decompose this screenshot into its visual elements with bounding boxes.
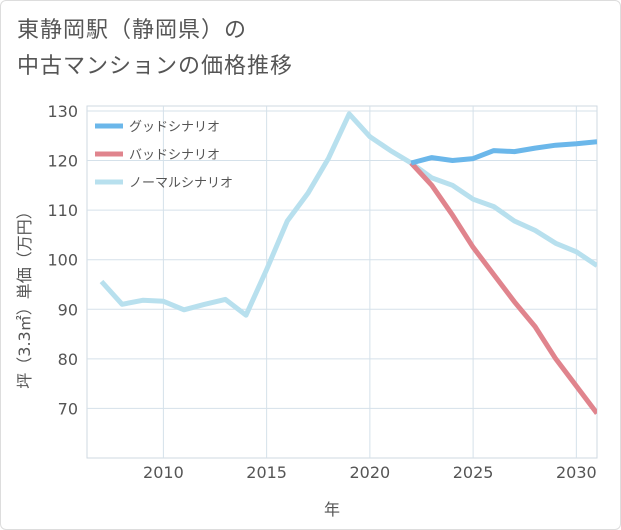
- y-tick-label-70: 70: [58, 399, 78, 418]
- legend-label-1: バッドシナリオ: [129, 148, 220, 163]
- x-tick-label-2010: 2010: [143, 463, 184, 482]
- legend-label-0: グッドシナリオ: [129, 120, 220, 135]
- legend-label-2: ノーマルシナリオ: [129, 176, 233, 191]
- y-tick-label-90: 90: [58, 300, 78, 319]
- tick-labels: 70 80 90 100 110 120 130 2010 2015 2020 2025 2030: [47, 102, 596, 482]
- x-tick-label-2030: 2030: [556, 463, 597, 482]
- y-tick-label-100: 100: [47, 251, 78, 270]
- grid: [87, 106, 597, 458]
- x-axis-label: 年: [324, 500, 340, 519]
- series-line-0: [410, 139, 597, 166]
- y-axis-label: 坪（3.3㎡）単価（万円）: [15, 203, 34, 388]
- x-tick-label-2015: 2015: [246, 463, 287, 482]
- y-tick-label-120: 120: [47, 152, 78, 171]
- chart-title-line2: 中古マンションの価格推移: [17, 54, 294, 79]
- plot-area: [86, 105, 598, 459]
- chart-title-line1: 東静岡駅（静岡県）の: [17, 18, 248, 43]
- y-tick-label-110: 110: [47, 201, 78, 220]
- series-group: [99, 111, 597, 415]
- series-line-2: [99, 111, 597, 318]
- y-tick-label-80: 80: [58, 350, 78, 369]
- x-tick-label-2020: 2020: [350, 463, 391, 482]
- chart-title: 東静岡駅（静岡県）の 中古マンションの価格推移: [17, 13, 293, 85]
- y-tick-label-130: 130: [47, 102, 78, 121]
- x-tick-label-2025: 2025: [453, 463, 494, 482]
- series-line-1: [409, 161, 597, 415]
